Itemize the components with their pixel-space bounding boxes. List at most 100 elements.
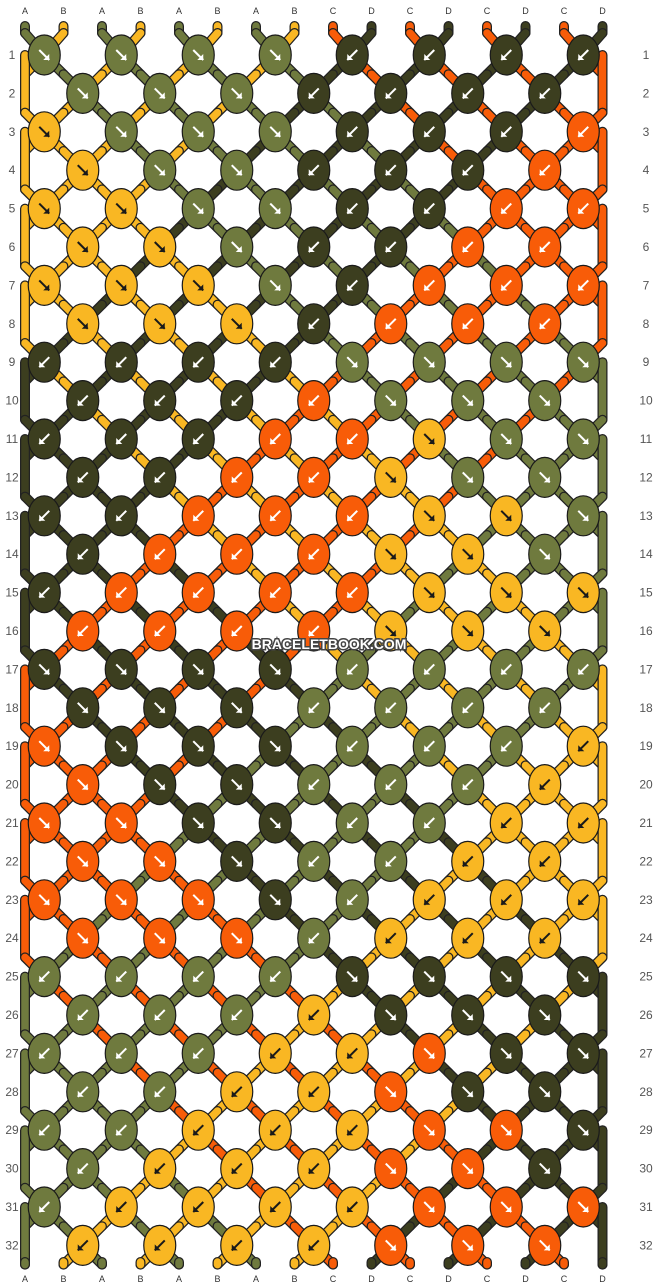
arrow-head-icon <box>385 706 392 713</box>
strand-label-bottom: A <box>253 1274 259 1284</box>
arrow-head-icon <box>539 860 546 867</box>
arrow-head-icon <box>582 591 589 598</box>
row-number-right: 32 <box>639 1238 653 1252</box>
row-number-right: 9 <box>643 355 650 369</box>
arrow-head-icon <box>505 361 512 368</box>
row-number-right: 20 <box>639 778 653 792</box>
row-number-right: 26 <box>639 1008 653 1022</box>
arrow-head-icon <box>347 745 354 752</box>
arrow-head-icon <box>543 1244 550 1251</box>
arrow-head-icon <box>428 438 435 444</box>
row-number-left: 20 <box>5 778 19 792</box>
arrow-head-icon <box>582 361 589 368</box>
arrow-head-icon <box>505 1052 512 1059</box>
arrow-head-icon <box>308 1244 315 1251</box>
row-number-left: 13 <box>5 509 19 523</box>
row-number-left: 22 <box>5 854 19 868</box>
arrow-head-icon <box>120 668 127 675</box>
arrow-head-icon <box>197 284 204 291</box>
arrow-head-icon <box>428 591 435 598</box>
strand-label-bottom: A <box>176 1274 182 1284</box>
arrow-head-icon <box>428 1129 435 1136</box>
arrow-head-icon <box>81 860 88 867</box>
arrow-head-icon <box>154 1090 161 1097</box>
arrow-head-icon <box>539 169 546 176</box>
arrow-head-icon <box>462 860 469 867</box>
arrow-head-icon <box>539 246 546 252</box>
arrow-head-icon <box>351 975 358 982</box>
arrow-head-icon <box>77 1090 84 1097</box>
row-number-right: 29 <box>639 1123 653 1137</box>
arrow-head-icon <box>231 553 238 560</box>
strand-label-top: A <box>22 6 28 16</box>
arrow-head-icon <box>501 822 508 828</box>
arrow-head-icon <box>274 745 281 752</box>
arrow-head-icon <box>539 92 546 99</box>
arrow-head-icon <box>193 361 200 368</box>
arrow-head-icon <box>308 706 315 713</box>
arrow-head-icon <box>81 783 88 790</box>
arrow-head-icon <box>270 1206 277 1212</box>
arrow-head-icon <box>231 1167 238 1174</box>
row-number-left: 1 <box>9 48 16 62</box>
row-number-right: 31 <box>639 1200 653 1214</box>
arrow-head-icon <box>308 1014 315 1020</box>
arrow-head-icon <box>543 1014 550 1020</box>
arrow-head-icon <box>235 246 242 252</box>
arrow-head-icon <box>308 1090 315 1097</box>
arrow-head-icon <box>154 1167 161 1174</box>
strand-label-top: C <box>407 6 414 16</box>
strand-label-top: A <box>253 6 259 16</box>
arrow-head-icon <box>81 706 88 713</box>
arrow-head-icon <box>235 937 242 944</box>
arrow-head-icon <box>578 207 585 214</box>
label-layer: A B A B A B A B C D C D C D C DA B A B A B A B C D C D C D C D1 12 23 34 4… <box>5 6 653 1284</box>
arrow-head-icon <box>501 130 508 137</box>
arrow-head-icon <box>231 1014 238 1020</box>
arrow-head-icon <box>385 860 392 867</box>
arrow-head-icon <box>270 975 277 982</box>
arrow-head-icon <box>235 92 242 99</box>
row-number-left: 29 <box>5 1123 19 1137</box>
arrow-head-icon <box>428 1052 435 1059</box>
arrow-head-icon <box>120 898 127 905</box>
arrow-head-icon <box>428 361 435 368</box>
arrow-head-icon <box>154 553 161 560</box>
row-number-right: 2 <box>643 86 650 100</box>
arrow-head-icon <box>347 668 354 675</box>
row-number-right: 8 <box>643 317 650 331</box>
strand-label-bottom: B <box>214 1274 220 1284</box>
arrow-head-icon <box>39 361 46 368</box>
row-number-right: 14 <box>639 547 653 561</box>
arrow-head-icon <box>116 361 123 368</box>
arrow-head-icon <box>424 54 431 60</box>
row-number-left: 27 <box>5 1046 19 1060</box>
row-number-left: 26 <box>5 1008 19 1022</box>
arrow-head-icon <box>539 783 546 790</box>
strand-label-bottom: C <box>561 1274 568 1284</box>
strand-label-top: B <box>291 6 297 16</box>
arrow-head-icon <box>351 361 358 368</box>
row-number-right: 4 <box>643 163 650 177</box>
row-number-right: 23 <box>639 893 653 907</box>
arrow-head-icon <box>193 975 200 982</box>
arrow-head-icon <box>428 1206 435 1212</box>
arrow-head-icon <box>501 284 508 291</box>
arrow-head-icon <box>193 591 200 598</box>
arrow-head-icon <box>77 1167 84 1174</box>
row-number-left: 6 <box>9 240 16 254</box>
arrow-head-icon <box>543 553 550 560</box>
arrow-head-icon <box>389 630 396 636</box>
arrow-head-icon <box>347 1052 354 1059</box>
row-number-left: 30 <box>5 1162 19 1176</box>
row-number-right: 25 <box>639 970 653 984</box>
arrow-head-icon <box>274 822 281 828</box>
arrow-head-icon <box>43 284 50 291</box>
strand-label-top: D <box>445 6 452 16</box>
arrow-head-icon <box>347 1129 354 1136</box>
arrow-head-icon <box>582 438 589 444</box>
arrow-head-icon <box>466 553 473 560</box>
arrow-head-icon <box>462 322 469 329</box>
strand-label-bottom: D <box>368 1274 375 1284</box>
